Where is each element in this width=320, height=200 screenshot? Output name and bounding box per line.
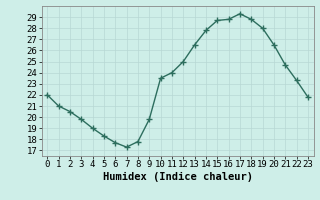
X-axis label: Humidex (Indice chaleur): Humidex (Indice chaleur) [103, 172, 252, 182]
